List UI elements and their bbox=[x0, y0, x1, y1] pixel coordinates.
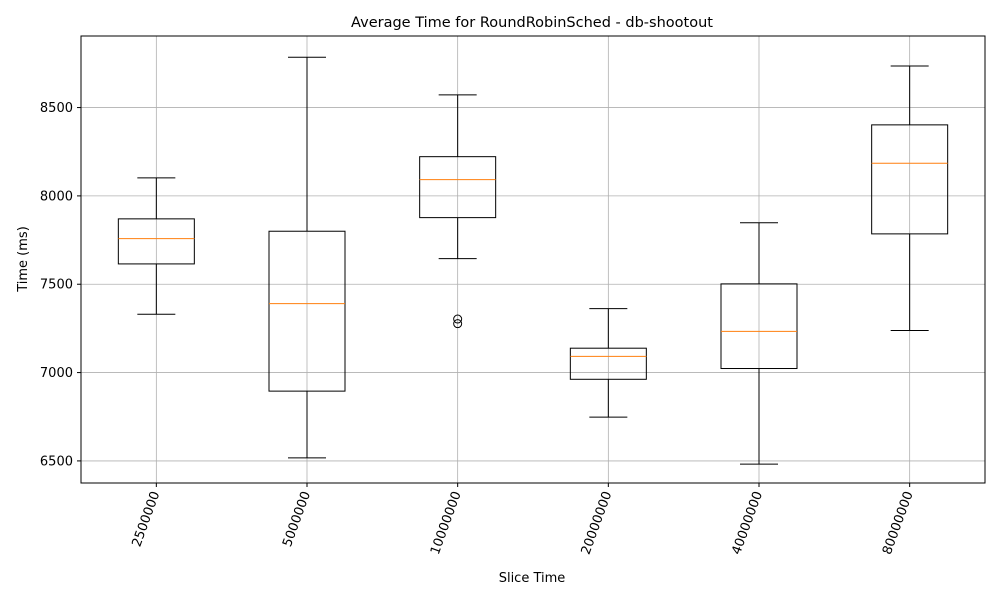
x-axis-label: Slice Time bbox=[499, 571, 566, 586]
y-tick-label: 6500 bbox=[40, 454, 73, 469]
box-group bbox=[720, 222, 798, 465]
y-axis-ticks: 6500 7000 7500 8000 8500 bbox=[40, 101, 81, 469]
box-group bbox=[117, 177, 195, 315]
y-tick-label: 8000 bbox=[40, 189, 73, 204]
iqr-box bbox=[871, 124, 949, 235]
iqr-box bbox=[419, 156, 497, 219]
iqr-box bbox=[569, 347, 647, 380]
outlier-point bbox=[453, 314, 463, 324]
plot-area-frame bbox=[80, 35, 986, 484]
chart-title: Average Time for RoundRobinSched - db-sh… bbox=[351, 15, 713, 31]
y-tick-label: 7500 bbox=[40, 278, 73, 293]
box-group bbox=[569, 308, 647, 418]
y-tick-label: 7000 bbox=[40, 366, 73, 381]
box-group bbox=[268, 56, 346, 459]
iqr-box bbox=[720, 283, 798, 370]
box-layer bbox=[117, 56, 949, 465]
iqr-box bbox=[117, 218, 195, 265]
iqr-box bbox=[268, 230, 346, 392]
y-axis-label: Time (ms) bbox=[16, 226, 31, 293]
y-tick-label: 8500 bbox=[40, 101, 73, 116]
box-group bbox=[871, 65, 949, 332]
box-group bbox=[419, 94, 497, 329]
outlier-point bbox=[453, 319, 463, 329]
